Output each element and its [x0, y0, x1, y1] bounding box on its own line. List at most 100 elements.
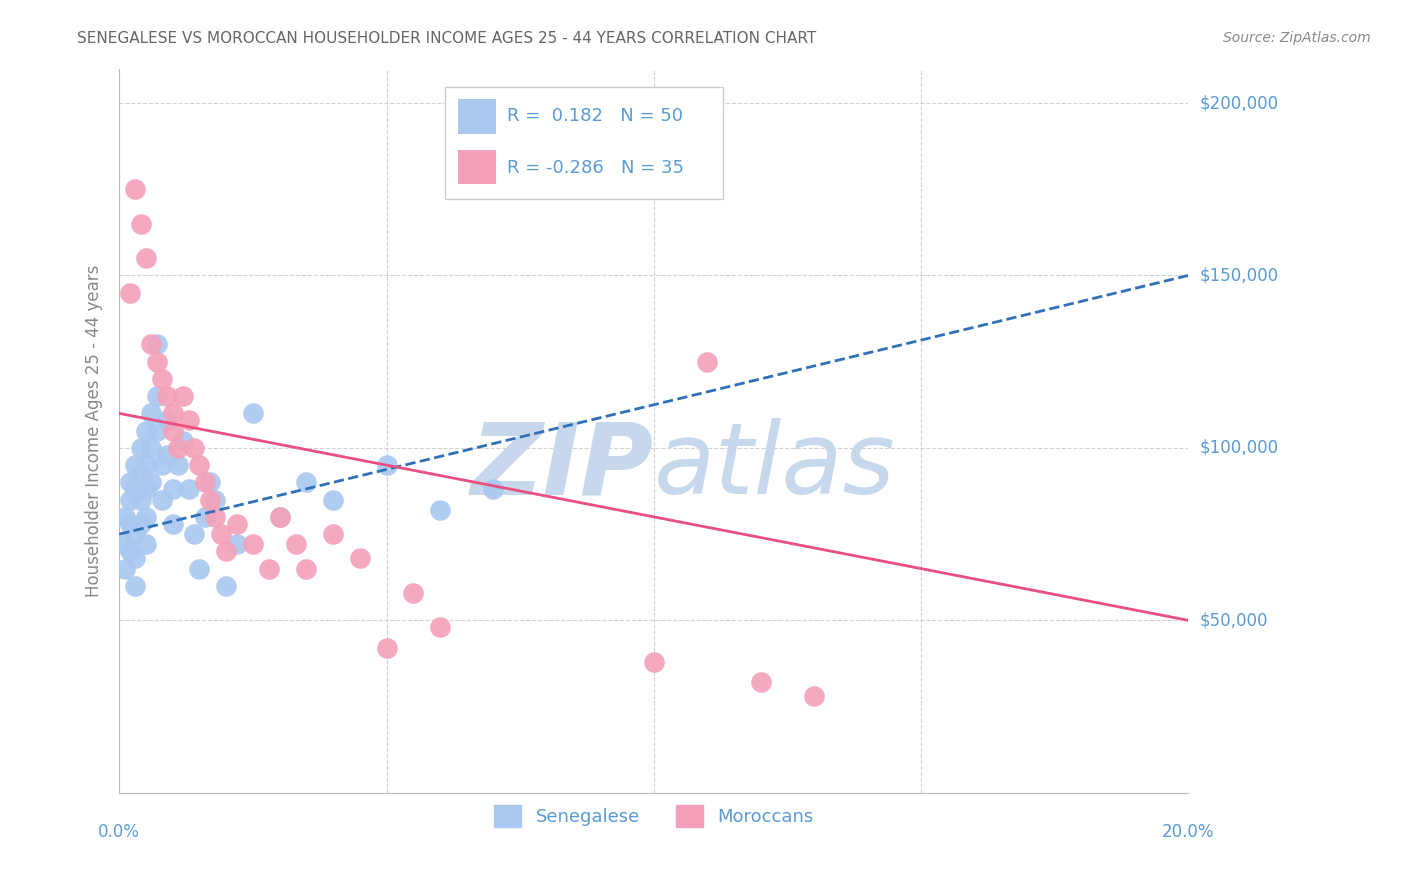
Point [118, 492, 141, 507]
Point [322, 492, 344, 507]
Point [129, 468, 152, 483]
Point [375, 640, 398, 655]
Point [135, 251, 157, 265]
Text: Source: ZipAtlas.com: Source: ZipAtlas.com [1223, 31, 1371, 45]
Point [225, 516, 247, 531]
Point [295, 475, 318, 490]
Legend: Senegalese, Moroccans: Senegalese, Moroccans [486, 798, 821, 834]
Point [135, 509, 157, 524]
Point [194, 509, 217, 524]
Point [124, 182, 146, 196]
Point [198, 492, 221, 507]
Point [803, 689, 825, 703]
Text: R = -0.286   N = 35: R = -0.286 N = 35 [508, 159, 685, 177]
Point [129, 217, 152, 231]
Bar [458, 150, 495, 185]
Text: $50,000: $50,000 [1199, 611, 1268, 630]
Point [429, 503, 451, 517]
Point [141, 475, 163, 490]
Point [188, 561, 211, 575]
Point [135, 483, 157, 497]
Point [204, 492, 226, 507]
Point [135, 537, 157, 551]
Point [749, 675, 772, 690]
Point [194, 475, 217, 490]
Point [215, 579, 238, 593]
Point [124, 458, 146, 472]
Point [145, 354, 167, 368]
Point [482, 483, 505, 497]
Point [242, 537, 264, 551]
Bar [458, 99, 495, 134]
Point [118, 516, 141, 531]
Point [135, 458, 157, 472]
Point [118, 544, 141, 558]
Point [172, 434, 194, 448]
Point [156, 413, 179, 427]
Point [114, 561, 136, 575]
Point [204, 509, 226, 524]
Point [129, 516, 152, 531]
Y-axis label: Householder Income Ages 25 - 44 years: Householder Income Ages 25 - 44 years [86, 264, 103, 597]
Point [145, 337, 167, 351]
Point [156, 389, 179, 403]
Point [183, 527, 205, 541]
Point [349, 551, 371, 566]
Point [141, 337, 163, 351]
Point [114, 509, 136, 524]
Point [172, 389, 194, 403]
Point [124, 527, 146, 541]
Point [150, 372, 173, 386]
Point [145, 424, 167, 438]
Point [322, 527, 344, 541]
Point [284, 537, 307, 551]
Point [198, 475, 221, 490]
Point [225, 537, 247, 551]
Point [150, 492, 173, 507]
Text: 20.0%: 20.0% [1161, 823, 1215, 841]
Point [129, 492, 152, 507]
Text: $150,000: $150,000 [1199, 267, 1278, 285]
Text: ZIP: ZIP [471, 418, 654, 516]
Bar [446, 87, 723, 199]
Point [183, 441, 205, 455]
Point [167, 458, 190, 472]
Point [643, 655, 665, 669]
Point [150, 458, 173, 472]
Point [162, 516, 184, 531]
Point [402, 586, 425, 600]
Text: $100,000: $100,000 [1199, 439, 1278, 457]
Point [145, 389, 167, 403]
Point [209, 527, 232, 541]
Point [124, 483, 146, 497]
Point [114, 537, 136, 551]
Point [375, 458, 398, 472]
Point [162, 406, 184, 420]
Point [162, 483, 184, 497]
Point [118, 475, 141, 490]
Text: SENEGALESE VS MOROCCAN HOUSEHOLDER INCOME AGES 25 - 44 YEARS CORRELATION CHART: SENEGALESE VS MOROCCAN HOUSEHOLDER INCOM… [77, 31, 817, 46]
Point [135, 424, 157, 438]
Point [215, 544, 238, 558]
Point [129, 441, 152, 455]
Point [696, 354, 718, 368]
Point [269, 509, 291, 524]
Point [269, 509, 291, 524]
Point [124, 551, 146, 566]
Point [141, 441, 163, 455]
Point [188, 458, 211, 472]
Point [156, 448, 179, 462]
Text: atlas: atlas [654, 418, 896, 516]
Point [242, 406, 264, 420]
Point [167, 441, 190, 455]
Point [118, 285, 141, 300]
Text: R =  0.182   N = 50: R = 0.182 N = 50 [508, 107, 683, 125]
Point [124, 579, 146, 593]
Point [162, 424, 184, 438]
Point [177, 483, 200, 497]
Point [257, 561, 280, 575]
Point [295, 561, 318, 575]
Point [141, 406, 163, 420]
Text: 0.0%: 0.0% [98, 823, 141, 841]
Point [429, 620, 451, 634]
